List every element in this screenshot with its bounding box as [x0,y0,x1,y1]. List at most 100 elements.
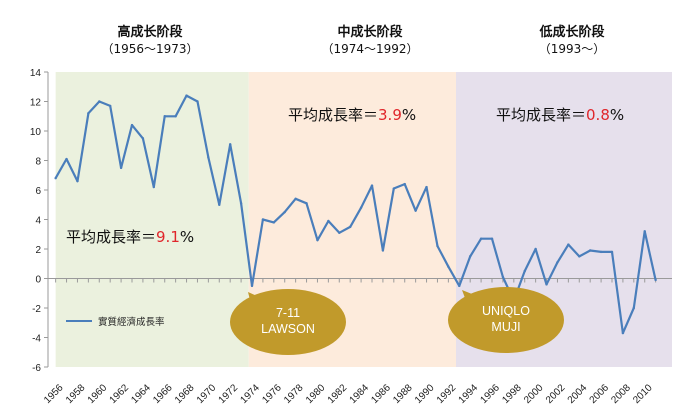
x-tick-label: 1996 [478,382,502,406]
callout-bubble [448,287,564,353]
avg-growth-high: 平均成長率＝9.1% [66,226,194,247]
data-point [447,265,450,268]
x-tick-label: 1998 [500,382,524,406]
data-point [250,284,254,288]
x-tick-label: 1976 [260,382,284,406]
data-point [425,185,428,189]
data-point [643,230,646,233]
chart-legend: 實質經濟成長率 [66,314,165,328]
data-point [621,331,625,335]
y-axis-ticks: -6 -4 -2 0 2 4 6 8 10 12 14 [30,68,49,374]
data-point [294,197,297,201]
x-tick-label: 1992 [435,382,459,406]
data-point [578,255,581,258]
callout-line2: MUJI [491,320,521,334]
data-point [98,100,101,103]
data-point [196,100,199,103]
x-tick-label: 1966 [151,382,175,406]
y-tick-label: 12 [30,98,42,109]
data-point [272,221,276,224]
data-point [283,210,286,214]
x-tick-label: 2010 [631,382,655,406]
data-point [534,247,537,251]
x-tick-label: 1968 [173,382,197,406]
phase-bands [55,72,672,367]
data-point [381,249,385,252]
x-tick-label: 1978 [282,382,306,406]
data-point [54,177,57,180]
avg-label: 平均成長率＝ [496,106,587,124]
x-tick-label: 1958 [64,382,88,406]
callout-bubbles [230,287,564,355]
y-tick-label: 8 [35,157,41,168]
data-point [599,250,603,254]
callout-line1: UNIQLO [482,304,530,318]
phase-title-high: 高成长阶段 （1956～1973） [70,24,230,58]
data-point [261,218,265,221]
growth-rate-line [54,94,657,335]
x-tick-label: 1956 [42,382,66,406]
x-tick-label: 1988 [391,382,415,406]
data-point [610,250,614,254]
x-tick-label: 1980 [304,382,328,406]
y-tick-label: -4 [32,334,41,345]
data-point [348,225,352,229]
x-tick-label: 2002 [544,382,568,406]
data-point [87,112,90,115]
phase-title-mid: 中成长阶段 （1974～1992） [290,24,450,58]
data-point [556,261,559,264]
data-point [228,143,232,146]
data-point [567,243,570,246]
data-point [327,219,330,223]
legend-line-swatch [66,320,92,322]
data-point [403,182,406,186]
callout-line1: 7-11 [275,306,301,320]
data-point [119,166,123,170]
data-point [130,123,134,127]
data-point [588,249,592,252]
x-tick-label: 1986 [369,382,393,406]
data-point [239,202,243,205]
x-tick-label: 1970 [195,382,219,406]
data-point [218,203,221,206]
data-point [468,255,472,258]
avg-unit: % [401,106,417,124]
x-tick-label: 1994 [457,382,481,406]
avg-value: 9.1 [156,228,180,246]
legend-label: 實質經濟成長率 [98,317,165,328]
data-point [436,244,439,248]
phase-years: （1993～） [538,42,606,56]
data-point [479,237,483,240]
data-point [501,275,505,279]
avg-unit: % [179,228,195,246]
data-point [76,179,79,183]
data-point [141,137,145,140]
x-tick-label: 1974 [238,382,262,406]
avg-value: 3.9 [378,106,402,124]
data-point [414,209,417,212]
phase-name: 中成长阶段 [337,25,403,40]
avg-growth-low: 平均成長率＝0.8% [496,104,624,125]
phase-years: （1974～1992） [321,42,419,56]
data-point [370,184,374,187]
data-point [316,238,319,242]
avg-label: 平均成長率＝ [66,228,157,246]
x-tick-label: 1964 [129,382,153,406]
data-point [174,115,177,118]
y-tick-label: 10 [30,127,42,138]
callout-convenience-stores: 7-11 LAWSON [248,305,328,337]
data-point [338,231,341,234]
phase-years: （1956～1973） [101,42,199,56]
phase-title-low: 低成长阶段 （1993～） [492,24,652,58]
data-point [65,157,68,161]
avg-label: 平均成長率＝ [288,106,379,124]
y-tick-label: -2 [32,304,41,315]
data-point [185,94,188,97]
data-point [545,283,548,286]
avg-value: 0.8 [586,106,610,124]
x-tick-label: 1960 [86,382,110,406]
x-tick-label: 1990 [413,382,437,406]
data-point [305,202,308,205]
y-tick-label: 0 [35,275,41,286]
